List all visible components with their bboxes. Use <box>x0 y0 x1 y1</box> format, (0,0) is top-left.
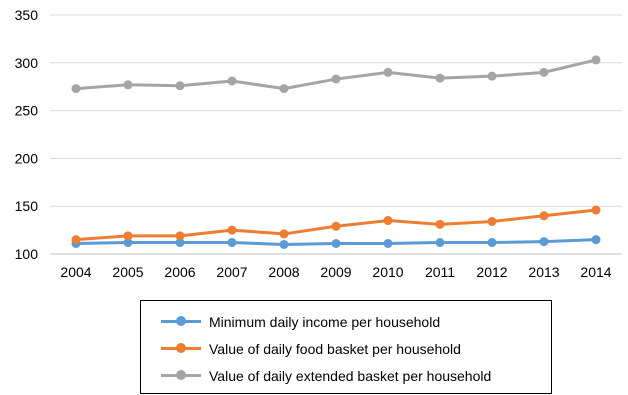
data-point <box>591 205 601 215</box>
series-value-of-daily-food-basket-per-household <box>71 205 601 245</box>
data-point <box>383 238 393 248</box>
x-tick-label: 2012 <box>476 264 507 280</box>
x-tick-label: 2011 <box>425 264 455 280</box>
series-line <box>75 58 597 91</box>
legend-swatch-minimum-income <box>161 312 201 332</box>
data-point <box>331 221 341 231</box>
legend-label: Value of daily extended basket per house… <box>209 368 492 384</box>
data-point <box>539 211 549 221</box>
legend-label: Value of daily food basket per household <box>209 341 461 357</box>
data-point <box>383 67 393 77</box>
legend-swatch-food-basket <box>161 339 201 359</box>
x-tick-label: 2009 <box>320 264 351 280</box>
data-point <box>383 216 393 226</box>
data-point <box>175 238 185 248</box>
data-point <box>175 231 185 241</box>
y-tick-label: 100 <box>15 246 39 262</box>
legend-item-food-basket: Value of daily food basket per household <box>161 339 461 359</box>
data-point <box>487 71 497 81</box>
data-point <box>591 55 601 65</box>
data-point <box>279 229 289 239</box>
y-axis-ticks: 100 150 200 250 300 350 <box>15 7 39 262</box>
x-tick-label: 2008 <box>268 264 299 280</box>
data-point <box>71 235 81 245</box>
data-point <box>123 231 133 241</box>
y-tick-label: 150 <box>15 198 39 214</box>
series-minimum-daily-income-per-household <box>71 235 601 249</box>
data-point <box>435 238 445 248</box>
legend-item-extended-basket: Value of daily extended basket per house… <box>161 366 491 386</box>
data-point <box>435 219 445 229</box>
series-value-of-daily-extended-basket-per-household <box>71 55 601 94</box>
data-point <box>331 74 341 84</box>
x-axis-ticks: 2004 2005 2006 2007 2008 2009 2010 2011 2012 2013… <box>60 264 611 280</box>
x-tick-label: 2014 <box>580 264 611 280</box>
legend: Minimum daily income per household Value… <box>140 300 552 394</box>
y-tick-label: 200 <box>15 150 39 166</box>
legend-swatch-extended-basket <box>161 366 201 386</box>
data-point <box>487 238 497 248</box>
data-point <box>71 84 81 94</box>
x-tick-label: 2010 <box>372 264 403 280</box>
data-point <box>227 76 237 86</box>
data-point <box>123 80 133 90</box>
data-point <box>539 237 549 247</box>
series-lines <box>71 55 601 249</box>
y-tick-label: 250 <box>15 103 39 119</box>
legend-label: Minimum daily income per household <box>209 314 441 330</box>
x-tick-label: 2013 <box>528 264 559 280</box>
data-point <box>331 238 341 248</box>
data-point <box>279 84 289 94</box>
y-tick-label: 350 <box>15 7 39 23</box>
gridlines <box>50 14 622 255</box>
x-tick-label: 2004 <box>60 264 91 280</box>
data-point <box>227 225 237 235</box>
data-point <box>123 238 133 248</box>
data-point <box>175 81 185 91</box>
data-point <box>227 238 237 248</box>
x-tick-label: 2007 <box>216 264 247 280</box>
data-point <box>279 239 289 249</box>
data-point <box>539 67 549 77</box>
data-point <box>591 235 601 245</box>
x-tick-label: 2006 <box>164 264 195 280</box>
y-tick-label: 300 <box>15 55 39 71</box>
data-point <box>487 216 497 226</box>
x-tick-label: 2005 <box>112 264 143 280</box>
legend-item-minimum-income: Minimum daily income per household <box>161 312 440 332</box>
data-point <box>435 73 445 83</box>
